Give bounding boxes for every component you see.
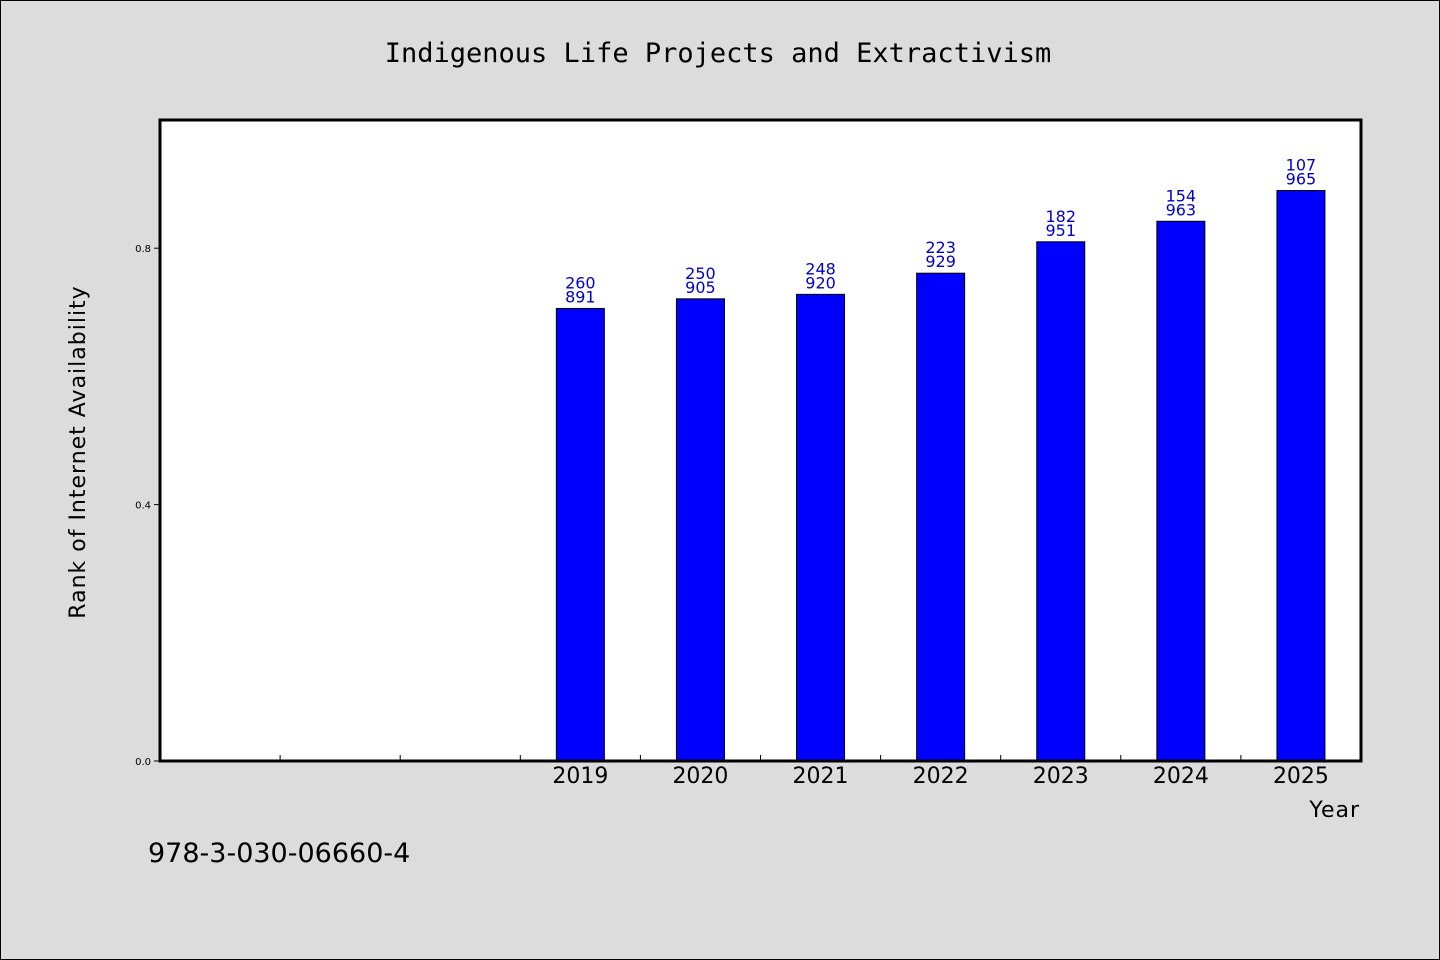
bar-data-label: 965 (1286, 170, 1317, 189)
x-tick-label: 2023 (1033, 764, 1089, 789)
x-tick-label: 2021 (793, 764, 849, 789)
bar-data-label: 182 (1045, 207, 1076, 226)
bar (555, 307, 605, 762)
y-tick-label: 0.4 (135, 501, 151, 512)
isbn-text: 978-3-030-06660-4 (148, 838, 410, 869)
bar-data-label: 951 (1045, 221, 1076, 240)
bar-data-label: 154 (1166, 186, 1197, 205)
x-tick-label: 2022 (913, 764, 969, 789)
bar-data-label: 920 (805, 273, 836, 292)
bar-data-label: 905 (685, 278, 716, 297)
plot-border (158, 118, 1363, 763)
bar-data-label: 250 (685, 264, 716, 283)
x-tick-label: 2020 (672, 764, 728, 789)
bar-data-label: 891 (565, 287, 596, 306)
bar (1036, 241, 1086, 762)
chart-title: Indigenous Life Projects and Extractivis… (385, 38, 1051, 69)
bar-data-label: 260 (565, 273, 596, 292)
ticks-layer: 0.0 0.4 0.8 2019 2020 2021 2022 2023 2024 2025 (135, 244, 1329, 789)
bar (1276, 190, 1326, 762)
bar-data-label: 248 (805, 259, 836, 278)
x-tick-label: 2025 (1273, 764, 1329, 789)
bar-data-label: 223 (925, 238, 956, 257)
bar (675, 298, 725, 762)
bar-data-label: 107 (1286, 156, 1317, 175)
bar (916, 272, 966, 762)
y-tick-label: 0.8 (135, 244, 151, 255)
x-tick-label: 2024 (1153, 764, 1209, 789)
bar-data-label: 929 (925, 252, 956, 271)
y-tick-label: 0.0 (135, 757, 151, 768)
bar-data-label: 963 (1166, 200, 1197, 219)
x-axis-label: Year (1308, 798, 1360, 823)
bar (1156, 220, 1206, 762)
bars-layer (555, 190, 1326, 762)
bar (796, 293, 846, 762)
x-tick-label: 2019 (552, 764, 608, 789)
y-axis-label: Rank of Internet Availability (66, 285, 91, 618)
